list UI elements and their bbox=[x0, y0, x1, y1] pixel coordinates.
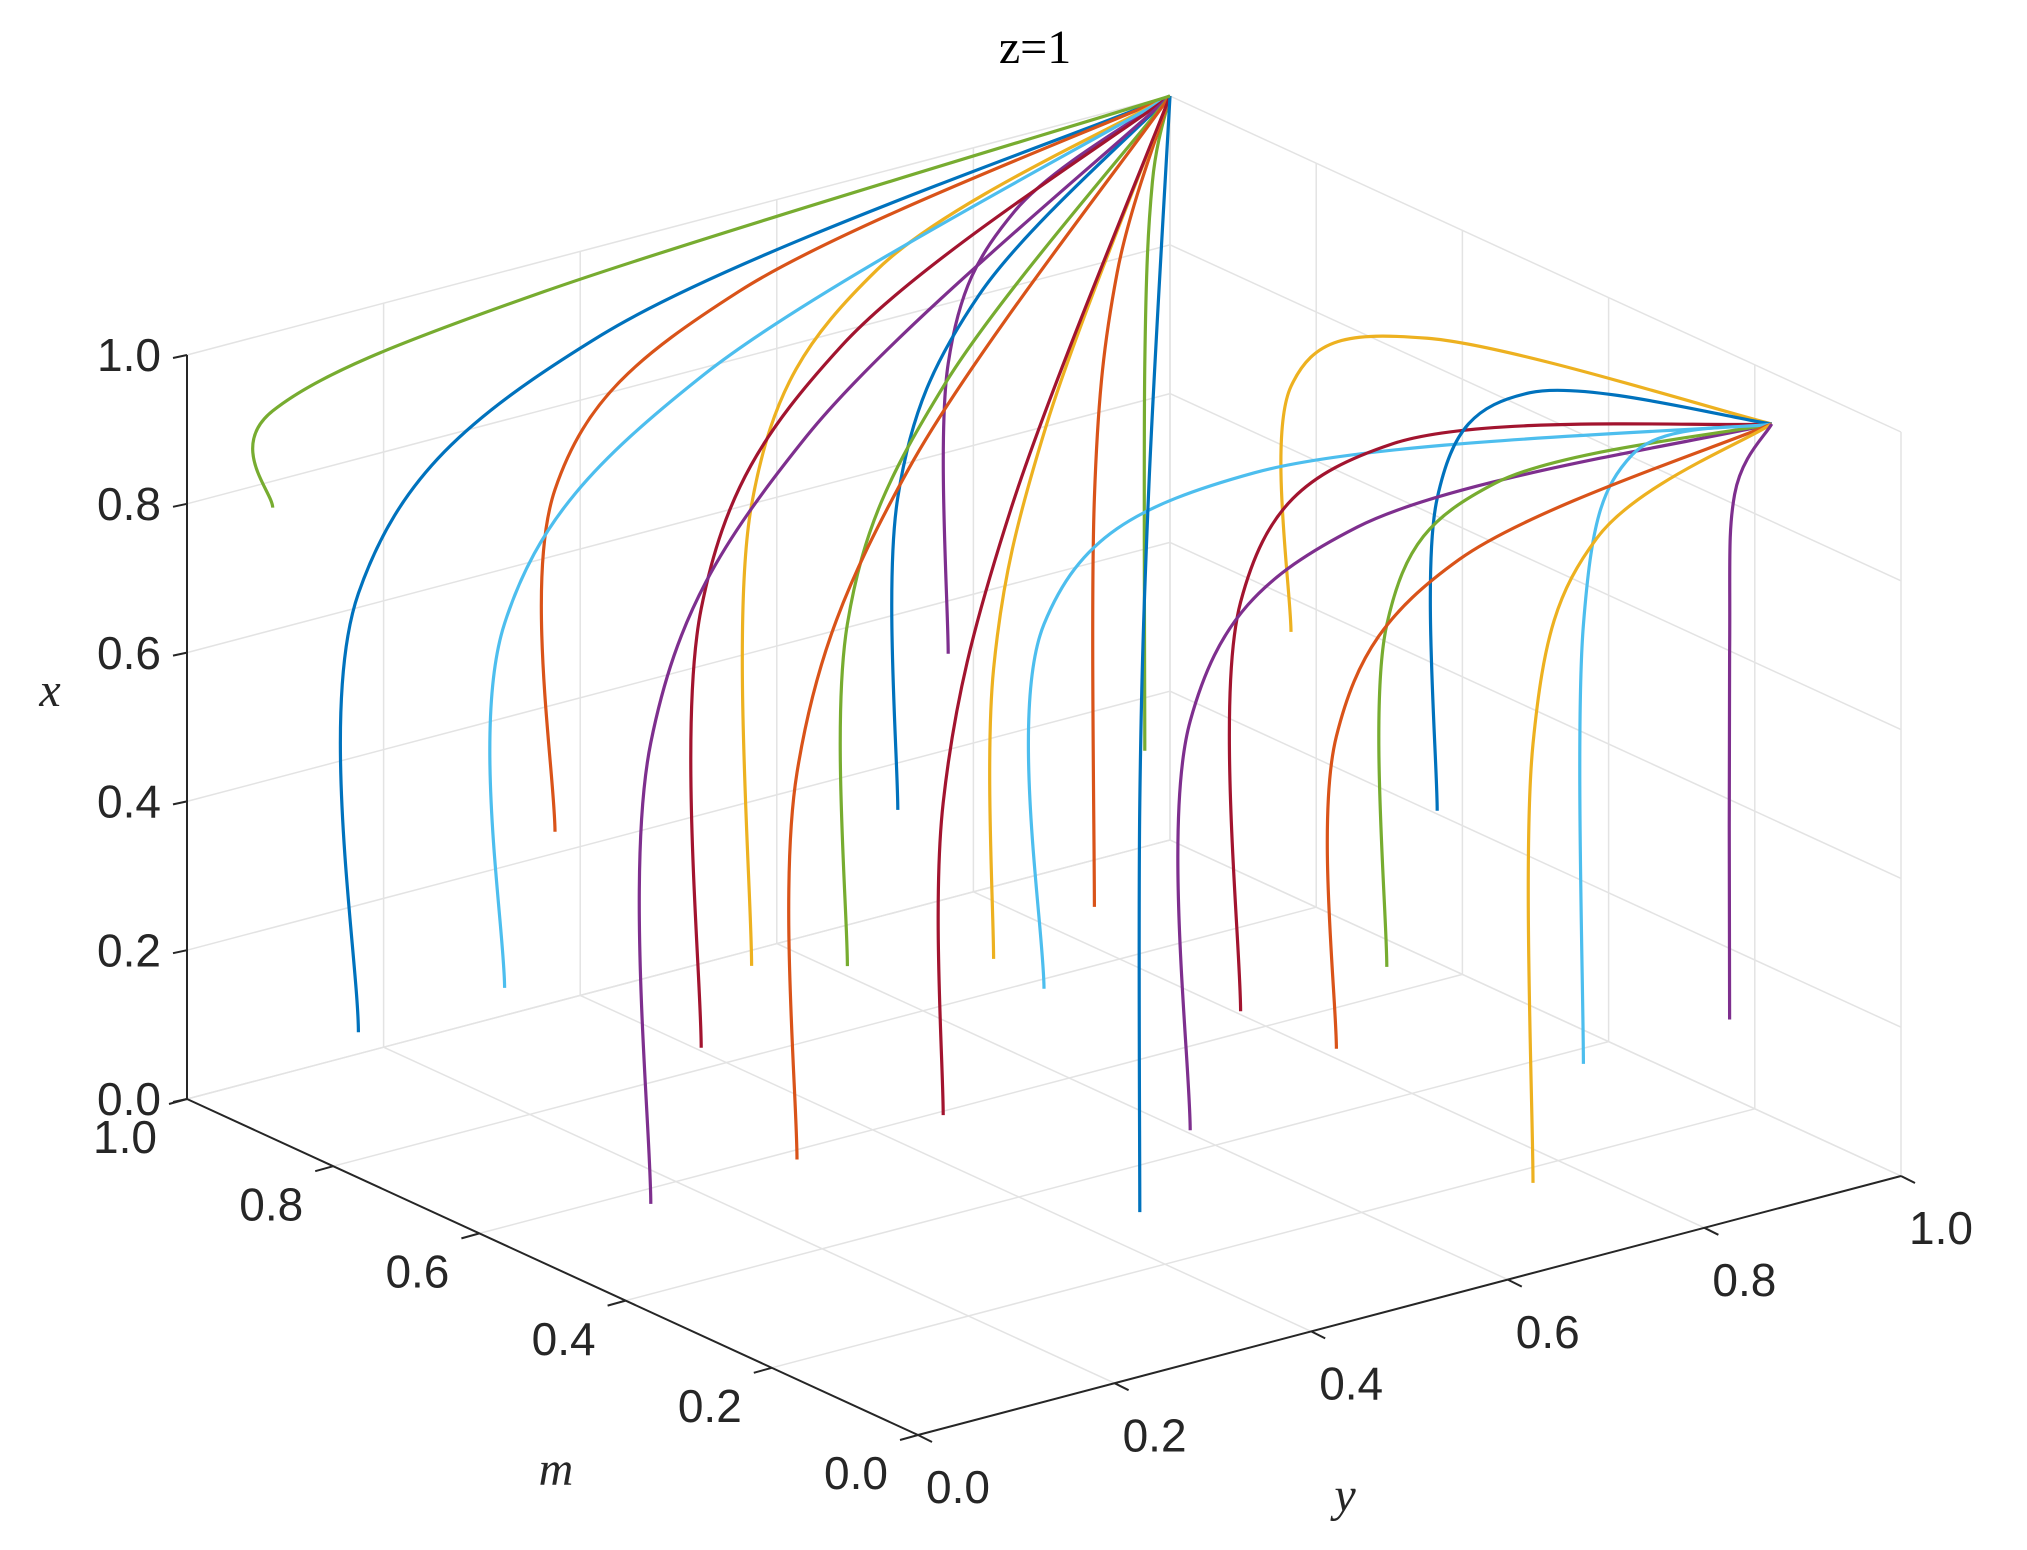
trajectory bbox=[1377, 422, 1773, 967]
grid-line bbox=[383, 1046, 1115, 1384]
m-axis-label: m bbox=[539, 1443, 574, 1496]
m-tick bbox=[899, 1434, 919, 1441]
trajectory bbox=[890, 94, 1172, 810]
trajectory bbox=[1578, 422, 1773, 1064]
trajectory bbox=[251, 94, 1171, 508]
trajectory bbox=[1227, 422, 1772, 1012]
x-tick-label: 0.4 bbox=[97, 776, 161, 828]
m-tick-label: 0.6 bbox=[385, 1246, 449, 1298]
trajectory bbox=[787, 95, 1172, 1160]
trajectory bbox=[1325, 422, 1773, 1049]
grid-line bbox=[1169, 392, 1902, 731]
chart-title: z=1 bbox=[999, 21, 1071, 74]
y-tick bbox=[917, 1434, 933, 1443]
x-tick bbox=[172, 354, 188, 359]
y-tick-label: 0.8 bbox=[1712, 1254, 1776, 1306]
grid-line bbox=[771, 1108, 1755, 1369]
grid-line bbox=[186, 839, 1171, 1100]
y-tick bbox=[1114, 1382, 1130, 1392]
y-tick bbox=[1507, 1278, 1523, 1288]
grid-line bbox=[776, 942, 1509, 1281]
trajectory bbox=[1279, 334, 1773, 632]
grid-line bbox=[479, 973, 1463, 1235]
x-tick bbox=[172, 502, 188, 508]
x-tick-label: 0.0 bbox=[97, 1073, 161, 1125]
y-tick-label: 0.0 bbox=[926, 1461, 990, 1513]
m-tick bbox=[607, 1299, 626, 1307]
trajectory bbox=[338, 94, 1171, 1033]
m-tick bbox=[314, 1165, 334, 1173]
trajectory bbox=[1137, 95, 1172, 1213]
y-tick bbox=[1900, 1175, 1916, 1184]
grid-line bbox=[625, 1040, 1609, 1302]
trajectory bbox=[689, 94, 1171, 1048]
x-tick-label: 0.6 bbox=[97, 627, 161, 679]
m-tick-label: 0.2 bbox=[678, 1380, 742, 1432]
grid-line bbox=[186, 244, 1171, 505]
grid-line bbox=[1169, 690, 1902, 1028]
x-tick bbox=[172, 949, 188, 955]
grid-line bbox=[579, 994, 1312, 1333]
trajectory bbox=[1091, 95, 1172, 907]
y-tick-label: 0.2 bbox=[1123, 1409, 1187, 1461]
trajectory bbox=[488, 94, 1171, 988]
m-tick-label: 0.8 bbox=[239, 1178, 303, 1230]
m-tick bbox=[168, 1098, 188, 1105]
trajectory bbox=[838, 95, 1172, 967]
grid-line bbox=[186, 392, 1171, 654]
y-tick-label: 1.0 bbox=[1909, 1202, 1973, 1254]
x-tick-label: 0.8 bbox=[97, 478, 161, 530]
m-tick-label: 0.0 bbox=[824, 1447, 888, 1499]
trajectory bbox=[1176, 422, 1773, 1131]
grid-line bbox=[186, 95, 1171, 356]
m-tick-label: 1.0 bbox=[93, 1111, 157, 1163]
trajectory bbox=[936, 95, 1172, 1116]
m-axis-line bbox=[186, 1098, 919, 1436]
trajectory bbox=[1026, 422, 1772, 989]
grid-line bbox=[333, 906, 1317, 1167]
x-tick-label: 1.0 bbox=[97, 329, 161, 381]
trajectory bbox=[1526, 422, 1773, 1183]
m-tick-label: 0.4 bbox=[532, 1313, 596, 1365]
trajectory bbox=[740, 94, 1171, 966]
grid-line bbox=[186, 690, 1171, 951]
y-axis-line bbox=[917, 1175, 1902, 1436]
m-tick bbox=[753, 1366, 773, 1374]
grid-line bbox=[1169, 244, 1902, 582]
y-axis-label: y bbox=[1329, 1469, 1356, 1522]
trajectory bbox=[941, 94, 1171, 654]
x-axis-label: x bbox=[38, 664, 60, 717]
trajectory bbox=[1142, 95, 1172, 751]
y-tick-label: 0.4 bbox=[1319, 1358, 1383, 1410]
grid-line bbox=[973, 891, 1705, 1229]
y-tick-label: 0.6 bbox=[1516, 1306, 1580, 1358]
trajectory bbox=[1727, 423, 1774, 1020]
x-tick bbox=[172, 651, 188, 657]
x-tick-label: 0.2 bbox=[97, 924, 161, 976]
y-tick bbox=[1310, 1330, 1326, 1340]
trajectory bbox=[539, 94, 1171, 832]
trajectory bbox=[637, 94, 1172, 1204]
trajectory bbox=[1428, 388, 1772, 811]
grid-line bbox=[1169, 95, 1902, 433]
y-tick bbox=[1703, 1226, 1719, 1236]
m-tick bbox=[461, 1232, 480, 1240]
grid-line bbox=[1169, 839, 1902, 1177]
x-tick bbox=[172, 800, 188, 806]
grid-line bbox=[186, 541, 1171, 803]
